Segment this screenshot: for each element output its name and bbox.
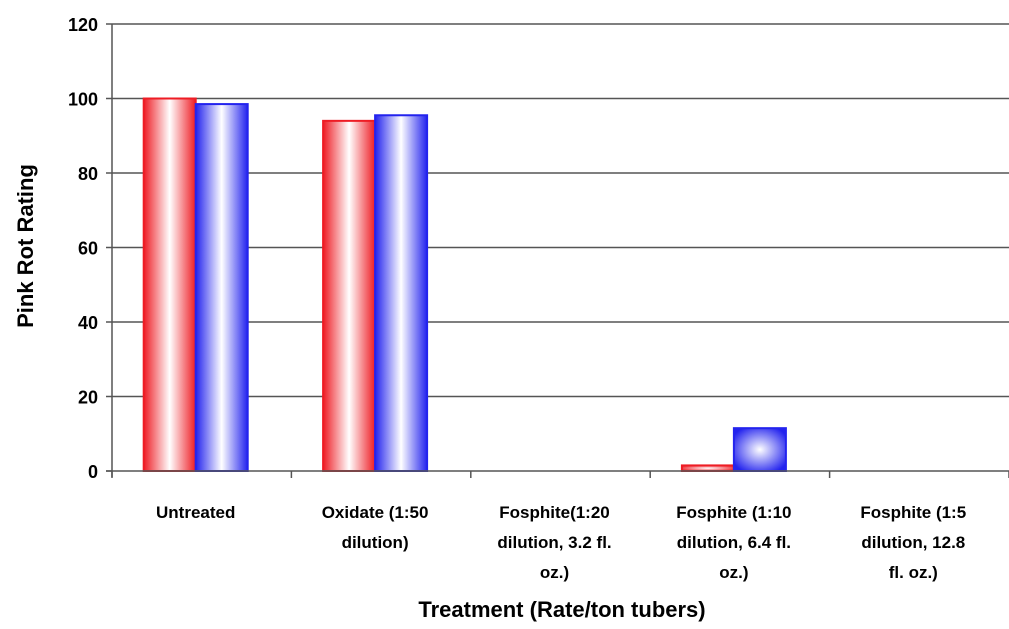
bar-1-series-1 (374, 114, 429, 472)
y-tick-label: 20 (78, 388, 98, 408)
x-category-label: Untreated (156, 503, 235, 522)
x-category-label: Fosphite(1:20 dilution, 3.2 fl. oz.) (497, 503, 611, 582)
x-axis-title: Treatment (Rate/ton tubers) (418, 597, 705, 622)
y-tick-label: 80 (78, 164, 98, 184)
bar-0-series-0 (142, 97, 197, 472)
bar-0-series-1 (194, 103, 249, 473)
axes (106, 23, 1009, 478)
gridlines (112, 23, 1009, 398)
y-tick-label: 40 (78, 313, 98, 333)
x-category-label: Oxidate (1:50 dilution) (322, 503, 429, 552)
bar-3-series-1 (732, 427, 787, 473)
bar-1-series-0 (322, 119, 377, 472)
y-tick-label: 0 (88, 462, 98, 482)
y-tick-label: 60 (78, 239, 98, 259)
bars (142, 97, 787, 473)
y-axis-title: Pink Rot Rating (13, 164, 38, 328)
y-tick-label: 100 (68, 90, 98, 110)
x-category-label: Fosphite (1:5 dilution, 12.8 fl. oz.) (860, 503, 966, 582)
y-tick-label: 120 (68, 15, 98, 35)
x-category-label: Fosphite (1:10 dilution, 6.4 fl. oz.) (676, 503, 791, 582)
tick-labels: 0 20 40 60 80 100 120 Untreated Oxidate (1:50 dil… (68, 15, 966, 582)
bar-3-series-0 (680, 464, 735, 473)
